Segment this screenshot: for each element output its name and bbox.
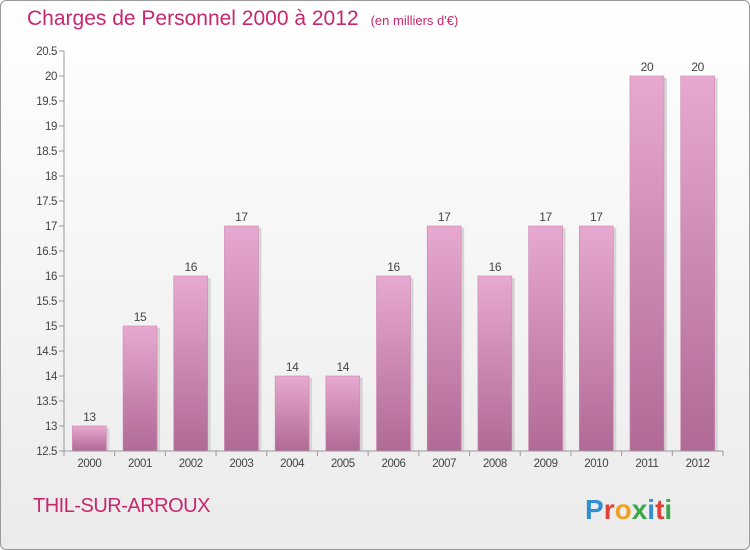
y-tick-label: 15.5 xyxy=(36,296,57,308)
x-tick-label: 2006 xyxy=(382,458,406,470)
bar xyxy=(173,275,209,452)
chart-title-text: Charges de Personnel 2000 à 2012 xyxy=(27,7,359,30)
bar-chart: 12.5 13 13.5 14 14.5 15 15.5 16 16.5 17 17.5 18 18.5… xyxy=(36,46,724,470)
bar xyxy=(376,275,411,452)
bar xyxy=(578,225,614,452)
bar xyxy=(224,225,259,452)
y-tick-label: 12.5 xyxy=(36,446,57,458)
data-label: 17 xyxy=(539,210,552,224)
proxiti-logo: Proxiti xyxy=(585,494,672,525)
bar xyxy=(72,425,107,452)
data-label: 16 xyxy=(489,260,502,274)
x-tick-label: 2007 xyxy=(432,458,456,470)
data-label: 15 xyxy=(134,310,147,324)
data-label: 20 xyxy=(691,60,704,74)
bar xyxy=(426,225,462,452)
chart-title: Charges de Personnel 2000 à 2012 (en mill… xyxy=(27,7,458,31)
y-tick-label: 18 xyxy=(45,171,57,183)
x-tick-label: 2001 xyxy=(128,458,152,470)
x-tick-label: 2000 xyxy=(77,458,101,470)
bar xyxy=(477,275,513,452)
y-tick-label: 19 xyxy=(45,121,57,133)
bar xyxy=(325,375,361,452)
y-tick-label: 18.5 xyxy=(36,146,57,158)
y-tick-label: 19.5 xyxy=(36,96,57,108)
x-tick-label: 2009 xyxy=(534,458,558,470)
data-label: 20 xyxy=(641,60,654,74)
commune-name: THIL-SUR-ARROUX xyxy=(33,495,210,517)
data-label: 17 xyxy=(590,210,603,224)
bar xyxy=(528,225,563,452)
bar xyxy=(680,75,715,452)
proxiti-logo-text: Proxiti xyxy=(585,494,672,525)
x-tick-label: 2008 xyxy=(483,458,507,470)
bar xyxy=(629,75,665,452)
y-tick-label: 20.5 xyxy=(36,46,57,58)
y-tick-label: 17 xyxy=(45,221,57,233)
y-tick-label: 15 xyxy=(45,321,57,333)
data-label: 17 xyxy=(235,210,248,224)
x-tick-label: 2005 xyxy=(331,458,355,470)
x-tick-label: 2012 xyxy=(686,458,710,470)
x-tick-label: 2011 xyxy=(635,458,658,470)
y-tick-label: 14 xyxy=(45,371,58,383)
y-tick-label: 17.5 xyxy=(36,196,57,208)
data-label: 14 xyxy=(337,360,350,374)
data-label: 17 xyxy=(438,210,451,224)
x-tick-label: 2010 xyxy=(584,458,608,470)
y-tick-label: 14.5 xyxy=(36,346,57,358)
x-axis: 2000 2001 2002 2003 2004 2005 2006 2007 2008 2009… xyxy=(63,450,724,470)
data-label: 16 xyxy=(387,260,400,274)
y-axis: 12.5 13 13.5 14 14.5 15 15.5 16 16.5 17 17.5 18 18.5… xyxy=(36,46,65,458)
data-label: 16 xyxy=(184,260,197,274)
bars-group: 13 15 16 17 14 14 16 17 16 17 17 20 20 xyxy=(72,60,718,452)
x-tick-label: 2002 xyxy=(179,458,203,470)
y-tick-label: 16 xyxy=(45,271,57,283)
y-tick-label: 16.5 xyxy=(36,246,57,258)
bar xyxy=(122,325,158,452)
data-label: 14 xyxy=(286,360,299,374)
x-tick-label: 2004 xyxy=(280,458,305,470)
y-tick-label: 13.5 xyxy=(36,396,57,408)
x-tick-label: 2003 xyxy=(229,458,253,470)
bar xyxy=(274,375,310,452)
y-tick-label: 13 xyxy=(45,421,57,433)
chart-subtitle: (en milliers d'€) xyxy=(370,13,459,28)
data-label: 13 xyxy=(83,410,96,424)
y-tick-label: 20 xyxy=(45,71,57,83)
